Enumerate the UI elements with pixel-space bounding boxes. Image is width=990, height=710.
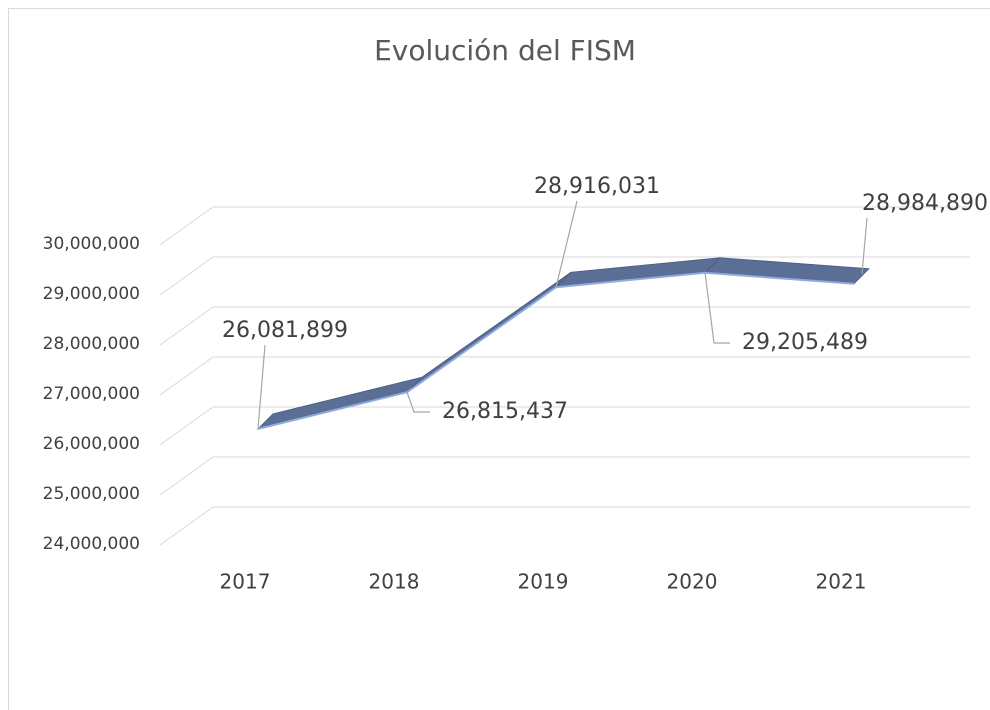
grid-line [159, 206, 214, 246]
y-tick-label: 26,000,000 [43, 434, 140, 454]
y-tick-label: 24,000,000 [43, 534, 140, 554]
grid-line [159, 406, 214, 446]
data-label: 28,916,031 [534, 174, 660, 199]
grid-line [159, 356, 214, 396]
x-tick-label: 2018 [369, 570, 420, 594]
y-tick-label: 28,000,000 [43, 334, 140, 354]
chart-border [8, 8, 990, 710]
leader-line [704, 272, 730, 344]
leader-line [555, 200, 578, 288]
data-label: 26,815,437 [442, 399, 568, 424]
grid-line [159, 306, 214, 346]
data-label: 26,081,899 [222, 318, 348, 343]
x-tick-label: 2017 [220, 570, 271, 594]
x-tick-label: 2020 [667, 570, 718, 594]
leader-line [406, 392, 430, 413]
x-tick-label: 2019 [518, 570, 569, 594]
leader-line [257, 344, 266, 429]
y-tick-label: 29,000,000 [43, 284, 140, 304]
leader-line [861, 217, 868, 274]
grid-line [159, 256, 214, 296]
data-label: 29,205,489 [742, 330, 868, 355]
y-tick-label: 30,000,000 [43, 234, 140, 254]
grid-line [159, 506, 214, 546]
y-tick-label: 25,000,000 [43, 484, 140, 504]
data-label: 28,984,890 [862, 191, 988, 216]
chart-title: Evolución del FISM [374, 34, 636, 67]
x-tick-label: 2021 [816, 570, 867, 594]
grid-line [159, 456, 214, 496]
y-tick-label: 27,000,000 [43, 384, 140, 404]
